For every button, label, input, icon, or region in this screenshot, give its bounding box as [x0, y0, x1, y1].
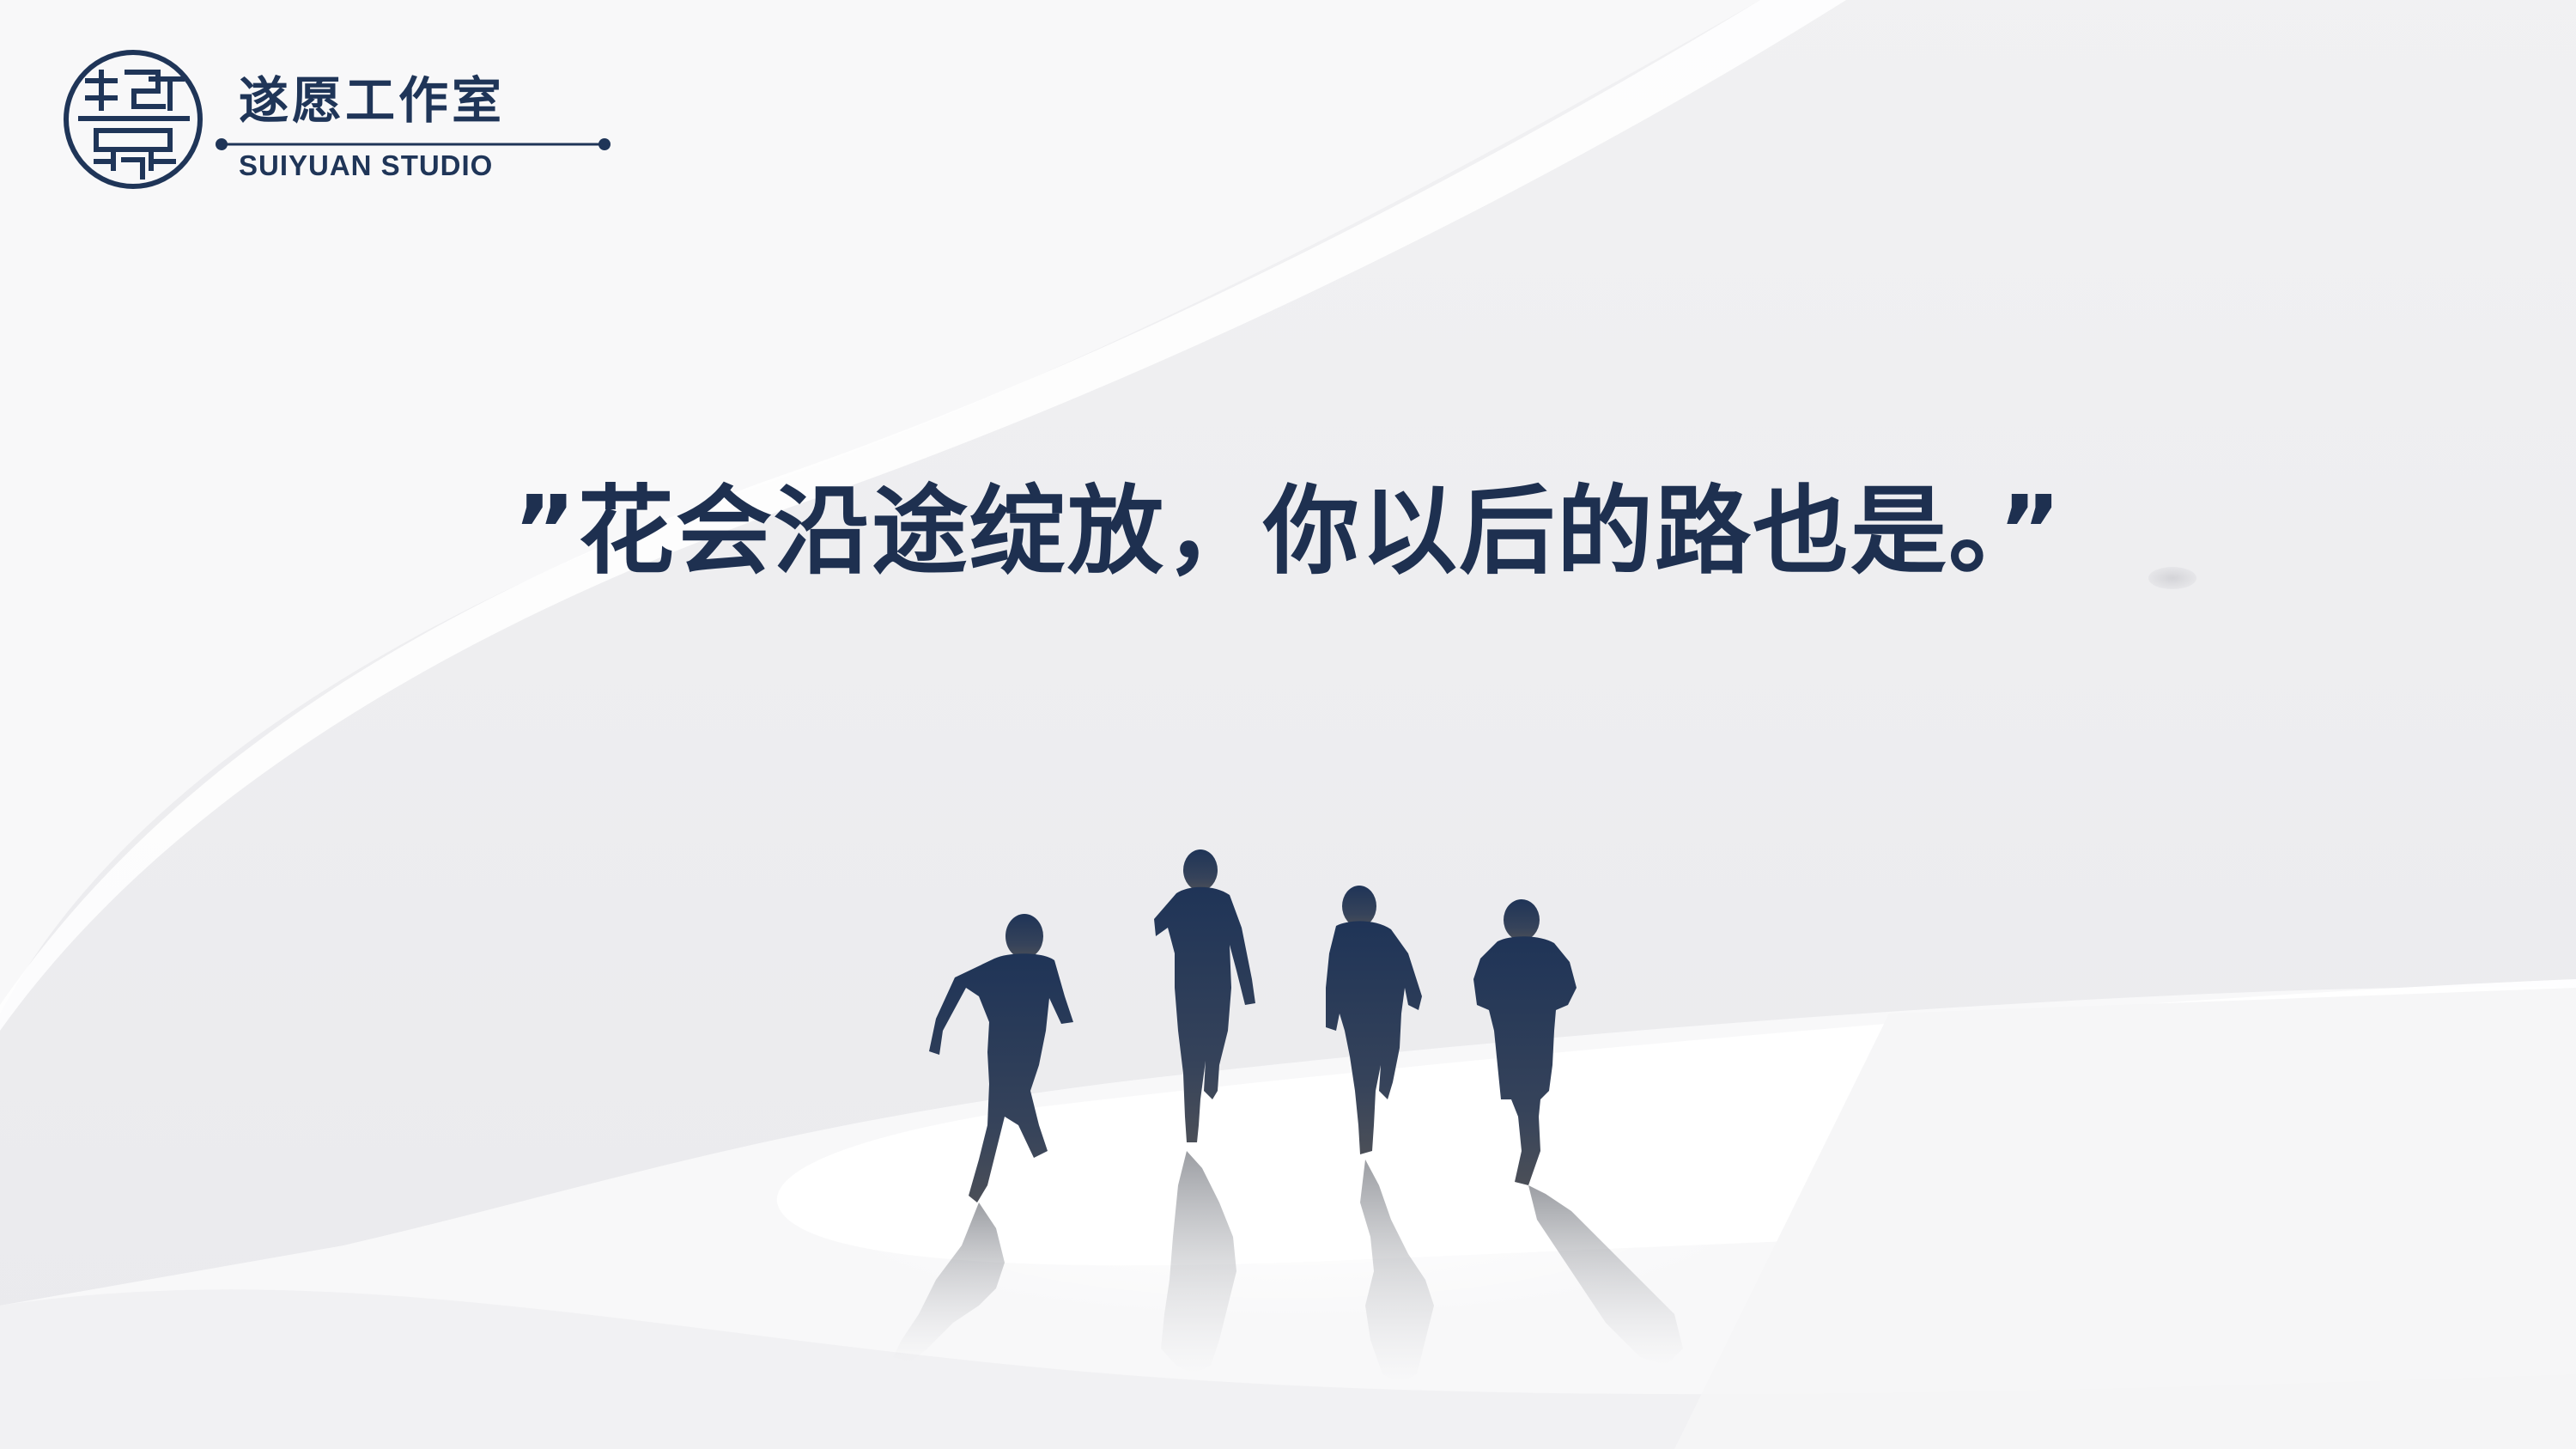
runner-2 — [1154, 849, 1255, 1142]
flower-seal-icon — [64, 50, 203, 189]
runner-1 — [929, 914, 1073, 1202]
runner-4 — [1473, 899, 1577, 1185]
quote-text: ”花会沿途绽放，你以后的路也是。” — [513, 476, 2063, 588]
runner-3 — [1326, 886, 1422, 1154]
studio-logo: 遂愿工作室 SUIYUAN STUDIO — [62, 48, 611, 194]
logo-divider-line — [216, 138, 611, 150]
background-spot — [2148, 567, 2196, 589]
runner-reflections — [893, 1151, 1683, 1383]
studio-name-chinese: 遂愿工作室 — [239, 71, 506, 130]
studio-name-english: SUIYUAN STUDIO — [239, 149, 494, 181]
